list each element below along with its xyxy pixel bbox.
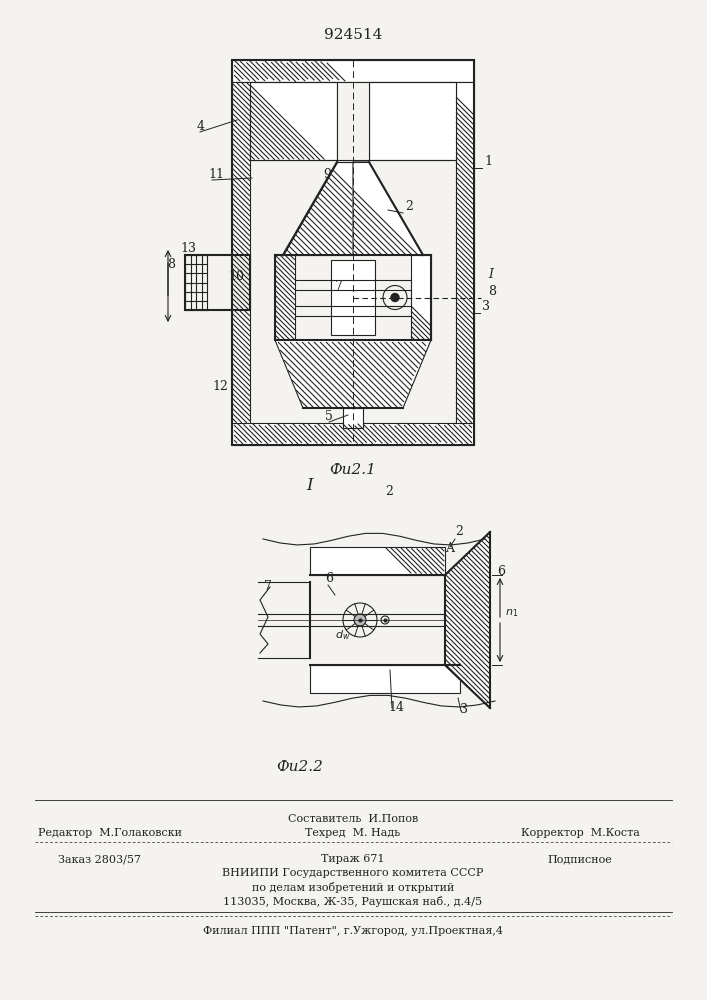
Text: 9: 9 — [323, 168, 331, 181]
Text: Подписное: Подписное — [548, 854, 612, 864]
Text: I: I — [307, 477, 313, 494]
Polygon shape — [456, 82, 474, 423]
Text: 4: 4 — [197, 120, 205, 133]
Text: 8: 8 — [488, 285, 496, 298]
Text: 113035, Москва, Ж-35, Раушская наб., д.4/5: 113035, Москва, Ж-35, Раушская наб., д.4… — [223, 896, 483, 907]
Polygon shape — [232, 423, 474, 445]
Text: $d_{w}$: $d_{w}$ — [335, 628, 351, 642]
Text: Техред  М. Надь: Техред М. Надь — [305, 828, 401, 838]
Text: Фu2.2: Фu2.2 — [276, 760, 323, 774]
Bar — [337, 82, 369, 160]
Text: 14: 14 — [388, 701, 404, 714]
Bar — [343, 408, 363, 428]
Text: Редактор  М.Голаковски: Редактор М.Голаковски — [38, 828, 182, 838]
Polygon shape — [445, 532, 490, 708]
Text: 3: 3 — [460, 703, 468, 716]
Text: Тираж 671: Тираж 671 — [321, 854, 385, 864]
Polygon shape — [369, 82, 456, 160]
Text: 6: 6 — [497, 565, 505, 578]
Text: 5: 5 — [325, 410, 333, 423]
Text: 924514: 924514 — [324, 28, 382, 42]
Circle shape — [354, 614, 366, 626]
Polygon shape — [283, 162, 353, 255]
Text: 8: 8 — [167, 258, 175, 271]
Polygon shape — [232, 60, 474, 82]
Circle shape — [391, 294, 399, 302]
Text: 7: 7 — [264, 580, 272, 593]
Text: 2: 2 — [405, 200, 413, 213]
Text: A: A — [445, 542, 454, 555]
Text: Корректор  М.Коста: Корректор М.Коста — [520, 828, 639, 838]
Polygon shape — [232, 82, 250, 423]
Text: по делам изобретений и открытий: по делам изобретений и открытий — [252, 882, 454, 893]
Text: Фu2.1: Фu2.1 — [329, 463, 376, 477]
Text: 10: 10 — [228, 270, 244, 283]
Text: 12: 12 — [212, 380, 228, 393]
Text: 3: 3 — [482, 300, 490, 313]
Text: Филиал ППП "Патент", г.Ужгород, ул.Проектная,4: Филиал ППП "Патент", г.Ужгород, ул.Проек… — [203, 926, 503, 936]
Text: 2: 2 — [455, 525, 463, 538]
Polygon shape — [275, 255, 295, 340]
Text: 13: 13 — [180, 242, 196, 255]
Text: 7: 7 — [335, 280, 343, 293]
Text: $n_1$: $n_1$ — [505, 607, 518, 619]
Bar — [331, 260, 375, 335]
Text: Составитель  И.Попов: Составитель И.Попов — [288, 814, 418, 824]
Polygon shape — [353, 162, 423, 255]
Text: Заказ 2803/57: Заказ 2803/57 — [59, 854, 141, 864]
Polygon shape — [411, 255, 431, 340]
Text: ВНИИПИ Государственного комитета СССР: ВНИИПИ Государственного комитета СССР — [222, 868, 484, 878]
Text: 2: 2 — [385, 485, 393, 498]
Polygon shape — [250, 82, 337, 160]
Polygon shape — [310, 547, 445, 575]
Bar — [185, 255, 250, 310]
Polygon shape — [275, 340, 431, 408]
Polygon shape — [310, 665, 460, 693]
Text: 1: 1 — [484, 155, 492, 168]
Text: 6: 6 — [325, 572, 333, 585]
Text: I: I — [488, 268, 493, 281]
Text: 11: 11 — [208, 168, 224, 181]
Bar — [232, 60, 474, 445]
